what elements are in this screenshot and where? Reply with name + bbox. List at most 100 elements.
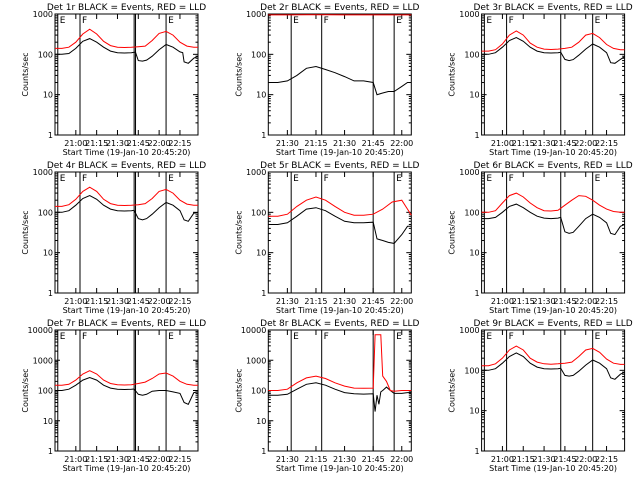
series-lld: [55, 186, 198, 207]
x-tick-label: 21:30: [533, 297, 556, 306]
y-tick-label: 1: [261, 131, 266, 140]
panel-title: Det 4r BLACK = Events, RED = LLD: [47, 161, 206, 171]
y-tick-label: 100: [251, 387, 266, 396]
panel-title: Det 6r BLACK = Events, RED = LLD: [473, 161, 632, 171]
x-tick-label: 21:30: [333, 297, 356, 306]
x-tick-label: 22:00: [574, 455, 597, 464]
y-tick-label: 100: [38, 208, 53, 217]
y-tick-label: 1000: [33, 356, 53, 365]
y-tick-label: 10: [256, 249, 266, 258]
event-marker-label: F: [509, 16, 514, 26]
x-tick-label: 21:15: [512, 455, 535, 464]
series-lld: [268, 196, 412, 217]
x-tick-label: 21:30: [276, 139, 299, 148]
x-tick-label: 21:15: [304, 297, 327, 306]
detector-panel-9: Det 9r BLACK = Events, RED = LLD 1 10 100 10…: [448, 319, 633, 473]
x-tick-label: 21:00: [491, 455, 514, 464]
plot-frame: [267, 13, 412, 136]
plot-frame: [54, 171, 199, 294]
x-tick-label: 22:00: [390, 297, 413, 306]
event-marker-label: E: [293, 174, 299, 184]
x-tick-label: 21:45: [553, 297, 576, 306]
detector-panel-3: Det 3r BLACK = Events, RED = LLD 1 10 100 10…: [448, 3, 633, 157]
x-tick-label: 21:45: [362, 297, 385, 306]
x-tick-label: 21:15: [85, 297, 108, 306]
event-marker-label: E: [396, 174, 402, 184]
x-tick-label: 22:00: [574, 297, 597, 306]
y-tick-label: 1000: [246, 10, 266, 19]
event-marker-label: E: [293, 332, 299, 342]
x-tick-label: 22:00: [148, 455, 171, 464]
y-tick-label: 10: [256, 91, 266, 100]
detector-panel-1: Det 1r BLACK = Events, RED = LLD 1 10 100 10…: [21, 3, 206, 157]
event-marker-label: E: [396, 332, 402, 342]
x-axis-label: Start Time (19-Jan-10 20:45:20): [489, 148, 617, 157]
series-events: [481, 203, 625, 236]
detector-panel-5: Det 5r BLACK = Events, RED = LLD 1 10 100 10…: [234, 161, 419, 315]
event-marker-label: E: [168, 332, 174, 342]
x-tick-label: 21:00: [64, 139, 87, 148]
y-tick-label: 10: [469, 91, 479, 100]
x-tick-label: 21:15: [304, 139, 327, 148]
y-tick-label: 1: [48, 447, 53, 456]
y-tick-label: 1000: [459, 10, 479, 19]
y-tick-label: 1000: [33, 168, 53, 177]
y-tick-label: 10000: [28, 326, 53, 335]
series-lld: [55, 28, 198, 49]
x-tick-label: 22:15: [595, 139, 618, 148]
event-marker-label: E: [396, 16, 402, 26]
y-tick-label: 100: [38, 50, 53, 59]
y-tick-label: 1000: [459, 168, 479, 177]
event-marker-label: F: [82, 332, 87, 342]
series-lld: [55, 370, 198, 386]
panel-title: Det 1r BLACK = Events, RED = LLD: [47, 3, 206, 13]
y-axis-label: Counts/sec: [234, 210, 243, 254]
x-tick-label: 21:15: [512, 139, 535, 148]
y-tick-label: 1: [48, 289, 53, 298]
y-tick-label: 10000: [241, 326, 266, 335]
x-tick-label: 22:00: [390, 455, 413, 464]
x-tick-label: 22:00: [148, 297, 171, 306]
x-tick-label: 22:15: [168, 455, 191, 464]
y-axis-label: Counts/sec: [448, 210, 457, 254]
x-tick-label: 22:15: [595, 455, 618, 464]
y-tick-label: 1000: [459, 326, 479, 335]
y-axis-label: Counts/sec: [448, 52, 457, 96]
x-tick-label: 22:15: [168, 297, 191, 306]
x-tick-label: 21:15: [85, 455, 108, 464]
event-marker-label: E: [595, 16, 601, 26]
series-events: [481, 37, 625, 64]
y-tick-label: 100: [251, 50, 266, 59]
x-tick-label: 21:30: [106, 297, 129, 306]
detector-panel-6: Det 6r BLACK = Events, RED = LLD 1 10 100 10…: [448, 161, 633, 315]
panel-title: Det 2r BLACK = Events, RED = LLD: [260, 3, 419, 13]
event-marker-label: E: [60, 16, 66, 26]
panel-title: Det 7r BLACK = Events, RED = LLD: [47, 319, 206, 329]
detector-panel-2: Det 2r BLACK = Events, RED = LLD 1 10 100 10…: [234, 3, 419, 157]
x-tick-label: 21:45: [362, 455, 385, 464]
y-tick-label: 1: [261, 447, 266, 456]
event-marker-label: E: [60, 174, 66, 184]
x-axis-label: Start Time (19-Jan-10 20:45:20): [276, 148, 404, 157]
x-tick-label: 21:45: [362, 139, 385, 148]
x-axis-label: Start Time (19-Jan-10 20:45:20): [63, 464, 191, 473]
event-marker-label: E: [486, 174, 492, 184]
event-marker-label: F: [509, 332, 514, 342]
x-tick-label: 22:00: [574, 139, 597, 148]
plot-frame: [54, 329, 199, 452]
event-marker-label: F: [324, 174, 329, 184]
y-axis-label: Counts/sec: [21, 368, 30, 412]
event-marker-label: E: [293, 16, 299, 26]
x-tick-label: 21:45: [127, 455, 150, 464]
x-tick-label: 21:15: [304, 455, 327, 464]
event-marker-label: E: [60, 332, 66, 342]
y-tick-label: 100: [251, 208, 266, 217]
series-lld: [481, 30, 625, 52]
event-marker-label: F: [82, 174, 87, 184]
x-tick-label: 21:30: [276, 297, 299, 306]
x-axis-label: Start Time (19-Jan-10 20:45:20): [276, 464, 404, 473]
y-tick-label: 10: [256, 417, 266, 426]
y-tick-label: 100: [464, 208, 479, 217]
y-axis-label: Counts/sec: [21, 210, 30, 254]
series-events: [55, 195, 199, 222]
